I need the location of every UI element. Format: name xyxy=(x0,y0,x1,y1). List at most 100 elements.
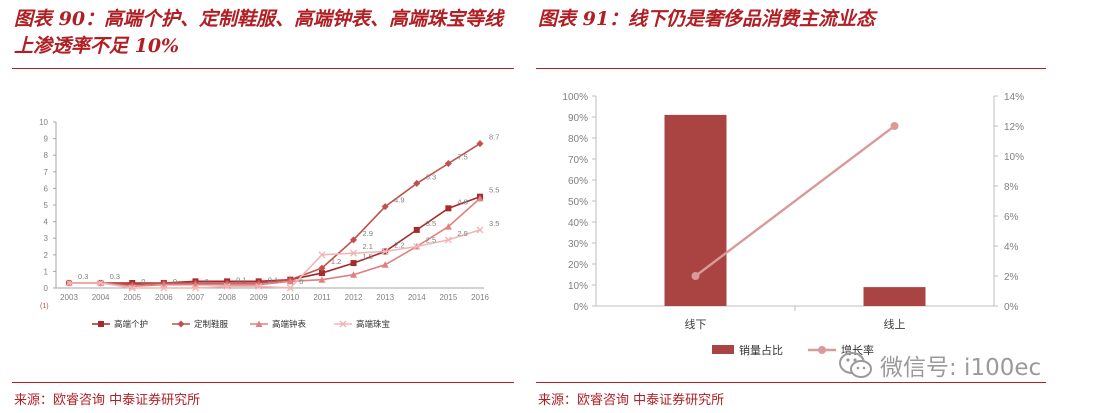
y-tick-label: 70% xyxy=(568,155,588,166)
data-point xyxy=(413,243,421,250)
data-label: 0 xyxy=(299,277,303,286)
data-label: 0 xyxy=(141,277,145,286)
y2-tick-label: 12% xyxy=(1004,122,1024,133)
wechat-icon xyxy=(839,352,872,378)
data-label: 0.1 xyxy=(268,275,278,284)
y-tick-label: 20% xyxy=(568,260,588,271)
line-series xyxy=(691,122,899,280)
y-tick-label: 90% xyxy=(568,113,588,124)
right-combo-chart: 0% 10% 20% 30% 40% 50% 60% 70% 80% 90% 100% 0% 2% 4% 6… xyxy=(562,92,1024,357)
data-point xyxy=(128,284,136,292)
y-tick-label: 7 xyxy=(44,168,49,177)
data-point xyxy=(65,279,73,287)
y-tick-label: 6 xyxy=(44,184,49,193)
data-point xyxy=(476,194,484,202)
data-point xyxy=(318,270,325,277)
y-tick-label: 0% xyxy=(574,302,589,313)
data-label: 3.5 xyxy=(489,219,499,228)
data-label: 4.8 xyxy=(457,197,467,206)
y-tick-label: 9 xyxy=(44,135,49,144)
data-point xyxy=(350,249,358,257)
data-point xyxy=(318,251,326,259)
y2-tick-label: 4% xyxy=(1004,242,1019,253)
legend-marker xyxy=(98,321,104,327)
legend-marker xyxy=(177,320,185,328)
legend-marker xyxy=(339,320,347,328)
data-label: 6.3 xyxy=(426,172,436,181)
y2-tick-label: 6% xyxy=(1004,212,1019,223)
x-tick-label: 2016 xyxy=(471,293,489,302)
y-tick-label: 10 xyxy=(39,118,48,127)
right-source-rule xyxy=(536,382,1046,383)
data-label: 3.5 xyxy=(426,219,436,228)
left-title-rule xyxy=(12,68,514,69)
x-tick-label: 线上 xyxy=(884,317,906,331)
y-tick-label: 40% xyxy=(568,218,588,229)
right-title-rule xyxy=(536,68,1046,69)
data-point xyxy=(160,284,168,292)
data-point xyxy=(890,122,899,130)
bar xyxy=(863,287,926,306)
y2-tick-label: 10% xyxy=(1004,152,1024,163)
data-label: 7.5 xyxy=(457,153,467,162)
x-tick-label: 2005 xyxy=(123,293,141,302)
y-tick-label: 4 xyxy=(44,218,49,227)
x-tick-label: 2011 xyxy=(313,293,331,302)
y-tick-label: 1 xyxy=(44,267,49,276)
y2-tick-label: 2% xyxy=(1004,272,1019,283)
x-tick-label: 2014 xyxy=(408,293,426,302)
x-tick-label: 2003 xyxy=(60,293,78,302)
data-point xyxy=(191,284,199,292)
data-label: 5.5 xyxy=(489,186,499,195)
data-point xyxy=(318,264,326,272)
data-point xyxy=(476,140,484,148)
legend-label: 高端钟表 xyxy=(272,319,307,329)
legend-swatch xyxy=(712,345,734,354)
data-label: 1.2 xyxy=(331,257,341,266)
data-point xyxy=(286,277,294,285)
y-tick-label: 30% xyxy=(568,239,588,250)
data-point xyxy=(97,279,105,287)
right-source-note: 来源：欧睿咨询 中泰证券研究所 xyxy=(538,393,725,408)
data-label: 2.9 xyxy=(457,229,467,238)
left-source-rule xyxy=(12,382,514,383)
right-figure-title: 图表 91：线下仍是奢侈品消费主流业态 xyxy=(538,8,876,30)
data-point xyxy=(381,203,389,211)
data-point xyxy=(350,260,357,267)
y-tick-label: 5 xyxy=(44,201,49,210)
series-line xyxy=(694,125,896,277)
y-tick-label: 50% xyxy=(568,197,588,208)
data-label: 0.1 xyxy=(236,275,246,284)
legend-marker xyxy=(818,346,826,354)
data-point xyxy=(444,236,452,244)
y-tick-label: 80% xyxy=(568,134,588,145)
x-tick-label: 2015 xyxy=(439,293,457,302)
data-label: 2.2 xyxy=(394,240,404,249)
legend-label: 定制鞋服 xyxy=(194,319,229,329)
unit-label: (1) xyxy=(40,303,49,310)
x-tick-label: 2008 xyxy=(218,293,236,302)
x-tick-label: 线下 xyxy=(685,317,707,331)
data-label: 8.7 xyxy=(489,133,499,142)
data-point xyxy=(413,226,420,233)
data-point xyxy=(350,236,358,244)
y2-tick-label: 14% xyxy=(1004,92,1024,103)
x-tick-label: 2012 xyxy=(345,293,363,302)
right-figure-panel: 图表 91：线下仍是奢侈品消费主流业态 0% 10% 20% 30% 40% 50% 60%… xyxy=(536,0,1046,408)
series-line xyxy=(69,229,481,289)
data-label: 2.1 xyxy=(363,242,373,251)
y-tick-label: 60% xyxy=(568,176,588,187)
bar-series xyxy=(664,114,926,307)
y-tick-label: 2 xyxy=(44,251,49,260)
data-label: 0 xyxy=(204,277,208,286)
left-line-chart: 0 1 2 3 4 5 6 7 8 9 10 2003 2004 2005 2006 2007 2008 2009… xyxy=(39,118,499,329)
data-point xyxy=(286,284,294,292)
data-label: 2.5 xyxy=(426,236,436,245)
series-line xyxy=(69,197,481,288)
data-point xyxy=(444,160,452,167)
x-tick-label: 2007 xyxy=(187,293,205,302)
data-point xyxy=(691,272,700,280)
y-tick-label: 100% xyxy=(562,92,588,103)
data-label: 0.3 xyxy=(78,272,88,281)
